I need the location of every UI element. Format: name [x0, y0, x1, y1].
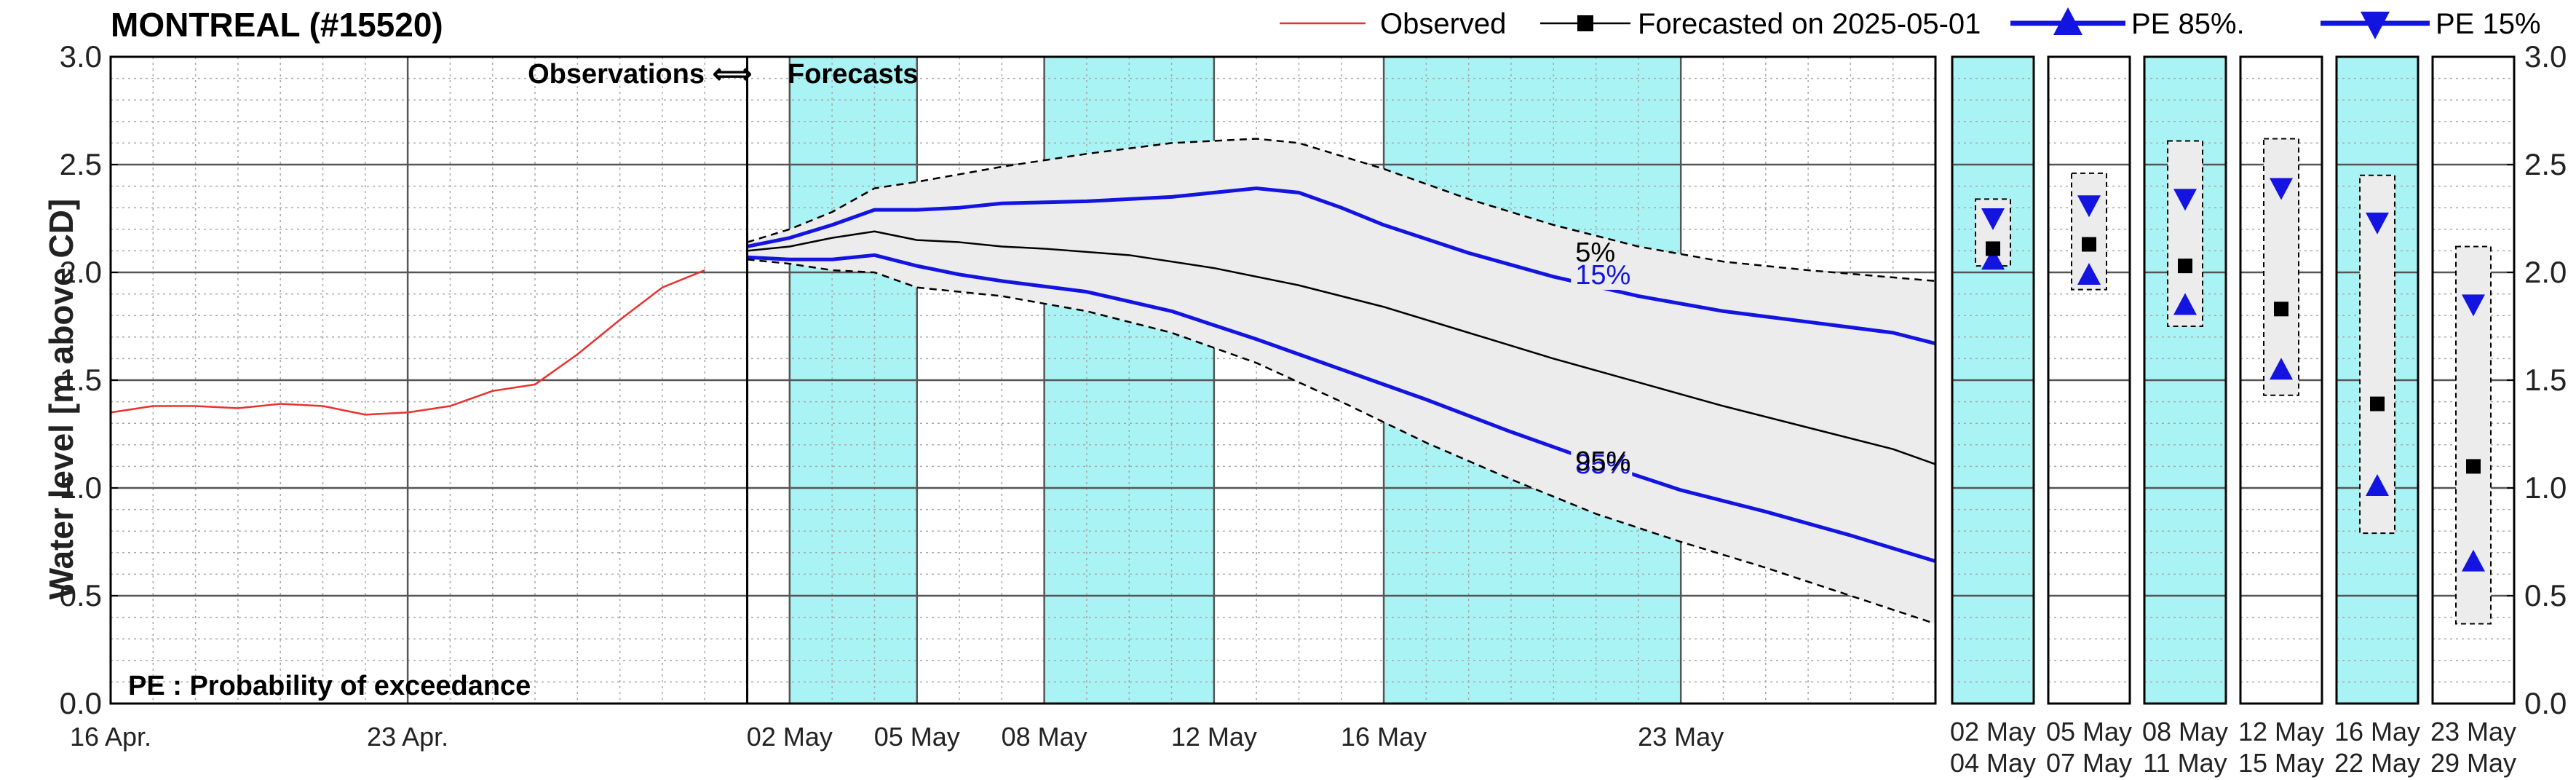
- panel-start-label: 23 May: [2430, 717, 2516, 746]
- uncertainty-band-layer: [747, 138, 1935, 624]
- panel-pe15-marker: [2270, 178, 2293, 200]
- legend-triangle-up-marker: [2053, 7, 2082, 35]
- panel-pe85-marker: [2366, 474, 2389, 497]
- y-tick-label-left: 3.0: [60, 39, 102, 74]
- panel-end-label: 22 May: [2334, 748, 2420, 778]
- panel-pe15-marker: [2462, 294, 2485, 317]
- panel-pe85-marker: [2173, 293, 2197, 315]
- observed-line: [110, 269, 705, 416]
- panel-start-label: 08 May: [2142, 717, 2228, 746]
- panel-mean-marker: [2466, 459, 2481, 474]
- panel-start-label: 12 May: [2238, 717, 2324, 746]
- y-axis-label: Water level [m above CD]: [42, 199, 80, 599]
- x-tick-label: 23 Apr.: [367, 722, 448, 752]
- y-tick-label-left: 0.5: [60, 578, 102, 612]
- panel-pe85-marker: [2462, 549, 2485, 572]
- series-layer: 15% 85% 5% 95%: [110, 138, 1936, 625]
- panel-mean-marker: [2370, 396, 2385, 411]
- panel-end-label: 29 May: [2430, 748, 2516, 778]
- x-tick-label: 02 May: [747, 722, 833, 752]
- legend-label-4: PE 15%: [2436, 8, 2541, 40]
- period-panel-frame: [1951, 55, 2035, 705]
- panel-pe15-marker: [2077, 195, 2101, 218]
- pct-label-95: 95%: [1575, 446, 1630, 477]
- period-panel-frame: [2335, 55, 2420, 705]
- period-panel-frame: [2143, 55, 2227, 705]
- x-tick-label: 08 May: [1002, 722, 1087, 752]
- observations-label: Observations: [528, 59, 705, 90]
- panel-mean-marker: [2082, 237, 2096, 252]
- pct-label-5: 5%: [1575, 237, 1615, 268]
- y-tick-label-left: 2.0: [60, 255, 102, 289]
- forecasted-on-2025-05-01-line: [747, 230, 1936, 465]
- uncertainty-band: [747, 138, 1935, 624]
- chart-title: MONTREAL (#15520): [111, 6, 443, 44]
- y-tick-label-right: 2.0: [2524, 255, 2567, 289]
- pe-5-line: [747, 138, 1936, 283]
- panel-range-box: [2359, 174, 2395, 535]
- panel-end-label: 04 May: [1950, 748, 2036, 778]
- y-tick-label-left: 1.5: [60, 363, 102, 397]
- x-tick-label: 12 May: [1171, 722, 1257, 752]
- legend-square-marker: [1577, 15, 1593, 31]
- panel-pe85-marker: [2270, 358, 2293, 380]
- y-tick-label-left: 0.0: [60, 686, 102, 720]
- period-panel-frame: [2239, 55, 2323, 705]
- text-layer: MONTREAL (#15520) Observations ⟺ Forecas…: [42, 6, 919, 701]
- pct-label-85: 85%: [1575, 449, 1630, 480]
- panel-start-label: 16 May: [2334, 717, 2420, 746]
- x-tick-label: 23 May: [1638, 722, 1724, 752]
- pe-95-line: [747, 258, 1936, 625]
- y-tick-label-right: 1.0: [2524, 470, 2567, 505]
- legend-label-3: PE 85%.: [2131, 8, 2245, 40]
- panel-end-label: 11 May: [2143, 748, 2227, 778]
- y-tick-label-right: 0.5: [2524, 578, 2567, 612]
- panel-pe85-marker: [1981, 248, 2005, 270]
- panel-mean-marker: [2178, 259, 2192, 274]
- y-tick-label-right: 3.0: [2524, 39, 2567, 74]
- legend-label-1: Observed: [1380, 8, 1506, 40]
- x-tick-label: 16 May: [1341, 722, 1427, 752]
- forecasts-label: Forecasts: [788, 59, 919, 90]
- x-tick-label: 05 May: [874, 722, 960, 752]
- panel-mean-marker: [1986, 241, 2000, 256]
- panel-range-box: [2263, 138, 2299, 396]
- panel-end-label: 07 May: [2046, 748, 2132, 778]
- pct-label-15: 15%: [1575, 260, 1630, 291]
- panel-pe85-marker: [2077, 262, 2101, 285]
- y-tick-label-right: 2.5: [2524, 147, 2567, 181]
- legend: Observed Forecasted on 2025-05-01 PE 85%. P…: [1280, 7, 2541, 40]
- obs-forecast-arrow: ⟺: [713, 59, 752, 90]
- panel-end-label: 15 May: [2238, 748, 2324, 778]
- panel-pe15-marker: [2173, 189, 2197, 211]
- pe-85-line: [747, 253, 1936, 564]
- y-tick-label-right: 0.0: [2524, 686, 2567, 720]
- pct-label-bg: [1571, 449, 1633, 479]
- y-tick-label-right: 1.5: [2524, 363, 2567, 397]
- legend-triangle-down-marker: [2361, 12, 2390, 39]
- axes-layer: 0.0 0.5 1.0 1.5 2.0 2.5 3.0 16 Apr. 23 Apr. 02 Ma…: [60, 39, 2567, 752]
- y-tick-label-left: 1.0: [60, 470, 102, 505]
- pe-note: PE : Probability of exceedance: [128, 671, 531, 701]
- panel-pe15-marker: [1981, 208, 2005, 230]
- panel-start-label: 02 May: [1950, 717, 2036, 746]
- legend-label-2: Forecasted on 2025-05-01: [1638, 8, 1981, 40]
- pe-15-line: [747, 186, 1936, 346]
- panel-pe15-marker: [2366, 212, 2389, 235]
- period-panel-frame: [2047, 55, 2131, 705]
- panel-mean-marker: [2274, 302, 2288, 317]
- panel-start-label: 05 May: [2046, 717, 2132, 746]
- x-tick-label: 16 Apr.: [70, 722, 151, 752]
- pct-label-bg: [1571, 260, 1633, 290]
- y-tick-label-left: 2.5: [60, 147, 102, 181]
